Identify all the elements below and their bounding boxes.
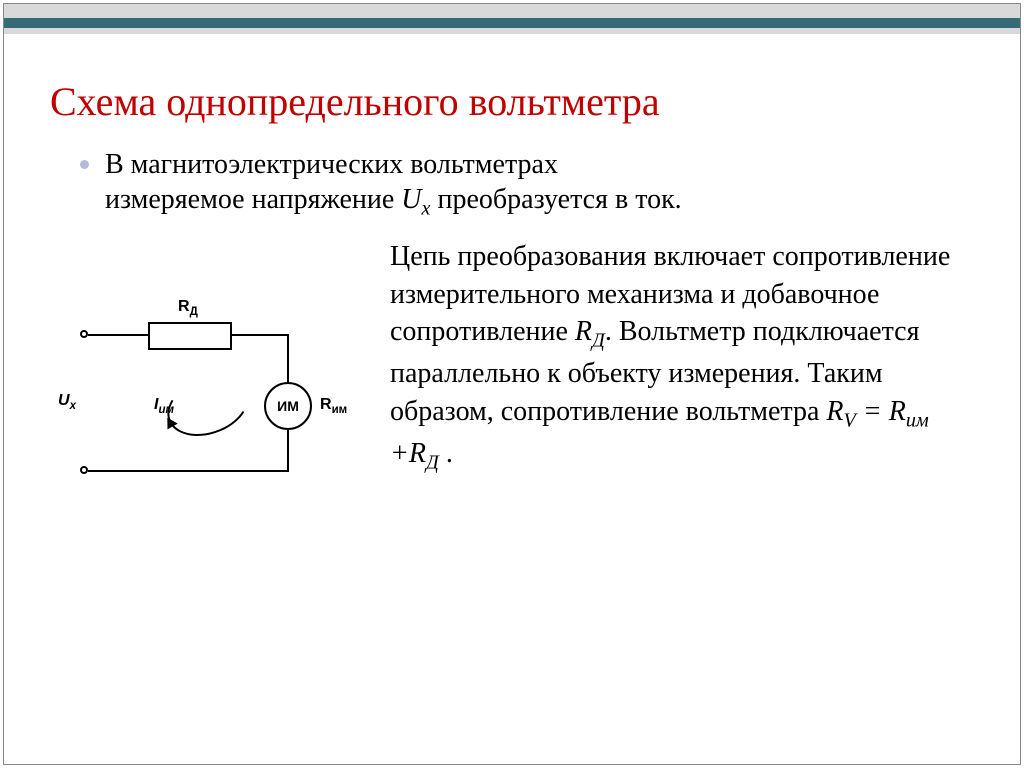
circuit-diagram: ИМ RД Ux Iим Rим (58, 278, 368, 508)
eq-r1-sym: R (889, 396, 906, 427)
two-column-row: ИМ RД Ux Iим Rим (50, 238, 974, 508)
eq-r2-sym: R (409, 438, 426, 469)
rim-sym: R (320, 396, 332, 413)
diagram-column: ИМ RД Ux Iим Rим (50, 238, 390, 508)
measuring-mechanism: ИМ (264, 382, 312, 430)
wire-right-down2 (287, 430, 289, 470)
iim-sub: им (158, 404, 174, 416)
bullet-line2-post: преобразуется в ток. (430, 184, 681, 215)
terminal-bottom (80, 466, 88, 474)
bullet-item: В магнитоэлектрических вольтметрах измер… (80, 147, 974, 222)
rd-inline: RД (575, 316, 605, 347)
terminal-top (80, 330, 88, 338)
label-rd: RД (178, 298, 198, 318)
bullet-dot-icon (80, 160, 89, 169)
wire-top-left (88, 334, 148, 336)
bullet-line2-pre: измеряемое напряжение (105, 184, 401, 215)
eq-lhs-sub: V (844, 410, 856, 432)
accent-bar-2 (4, 18, 1020, 28)
accent-bar-3 (4, 28, 1020, 34)
eq-eq: = (856, 396, 889, 427)
eq-lhs-sym: R (826, 396, 843, 427)
ux-sym: U (401, 184, 421, 215)
wire-right-down (287, 334, 289, 382)
rd-sym: R (178, 298, 190, 315)
ux-sym2: U (58, 392, 70, 409)
resistor (148, 322, 232, 350)
wire-bottom (88, 470, 289, 472)
slide-title: Схема однопредельного вольтметра (50, 78, 974, 125)
ux-sub2: x (70, 400, 76, 412)
bullet-line1: В магнитоэлектрических вольтметрах (105, 149, 558, 180)
rd-sub: Д (190, 306, 198, 318)
eq-end: . (439, 438, 453, 469)
eq-r1-sub: им (906, 410, 929, 432)
top-accent-bars (4, 4, 1020, 34)
accent-bar-1 (4, 4, 1020, 18)
text-column: Цепь преобразования включает сопротивлен… (390, 238, 974, 477)
mech-label: ИМ (277, 398, 299, 414)
body-paragraph: Цепь преобразования включает сопротивлен… (390, 238, 974, 477)
eq-r2-sub: Д (426, 451, 439, 473)
label-rim: Rим (320, 396, 347, 416)
bullet-text: В магнитоэлектрических вольтметрах измер… (105, 147, 682, 222)
ux-symbol: Ux (401, 184, 430, 215)
wire-top-right (232, 334, 288, 336)
eq-plus: + (390, 438, 409, 469)
label-iim: Iим (154, 396, 174, 416)
label-ux: Ux (58, 392, 76, 412)
rim-sub: им (332, 404, 348, 416)
rd-inline-sub: Д (592, 330, 605, 352)
slide-content: Схема однопредельного вольтметра В магни… (50, 78, 974, 718)
rd-inline-sym: R (575, 316, 592, 347)
